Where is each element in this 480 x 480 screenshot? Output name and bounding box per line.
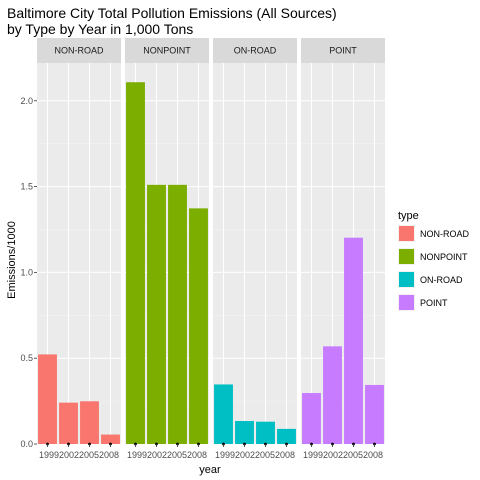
bar [38,354,57,444]
bar [256,421,275,444]
facet-strip [125,38,209,63]
bar [344,237,363,444]
facet-panel: NONPOINT 1999200220052008 [125,38,209,460]
y-tick-label: 1.0 [20,267,33,277]
facet-strip [213,38,297,63]
y-tick-label: 1.5 [20,182,33,192]
legend: type NON-ROAD NONPOINT ON-ROAD POINT [398,210,469,311]
facet-panel: POINT 1999200220052008 [301,38,385,460]
panel-background [301,63,385,444]
bar [189,208,208,444]
y-axis: 0.0 0.5 1.0 1.5 2.0 [20,96,37,449]
facet-panels: NON-ROAD 1999200220052008 NONPOINT 19992002… [37,38,385,460]
legend-label: ON-ROAD [420,275,463,285]
facet-panel: ON-ROAD 1999200220052008 [213,38,297,460]
panel-background [213,63,297,444]
chart-title-line-2: by Type by Year in 1,000 Tons [7,21,193,37]
y-axis-title: Emissions/1000 [6,221,18,299]
legend-label: NONPOINT [420,252,468,262]
legend-swatch [399,272,414,287]
x-axis-title: year [199,464,221,476]
facet-strip [37,38,121,63]
x-tick-labels: 1999200220052008 [215,450,295,460]
x-tick-labels: 1999200220052008 [303,450,383,460]
bar [235,421,254,444]
bar [277,428,296,444]
bar [302,393,321,444]
legend-label: POINT [420,298,448,308]
x-tick-labels: 1999200220052008 [127,450,207,460]
legend-swatch [399,249,414,264]
chart-title-line-1: Baltimore City Total Pollution Emissions… [7,5,337,21]
bar [126,82,145,444]
bar [59,402,78,444]
facet-strip-label: ON-ROAD [234,46,277,56]
facet-strip [301,38,385,63]
bar [323,346,342,444]
bar [80,401,99,444]
bar [168,184,187,444]
bar [365,384,384,444]
legend-swatch [399,295,414,310]
bar [214,384,233,444]
legend-label: NON-ROAD [420,229,469,239]
x-tick-labels: 1999200220052008 [39,450,119,460]
facet-strip-label: POINT [329,46,357,56]
bar [101,434,120,444]
facet-strip-label: NON-ROAD [55,46,104,56]
legend-swatch [399,226,414,241]
legend-title: type [398,210,419,222]
y-tick-label: 0.5 [20,353,33,363]
facet-panel: NON-ROAD 1999200220052008 [37,38,121,460]
bar [147,184,166,444]
facet-strip-label: NONPOINT [143,46,191,56]
y-tick-label: 2.0 [20,96,33,106]
y-tick-label: 0.0 [20,439,33,449]
